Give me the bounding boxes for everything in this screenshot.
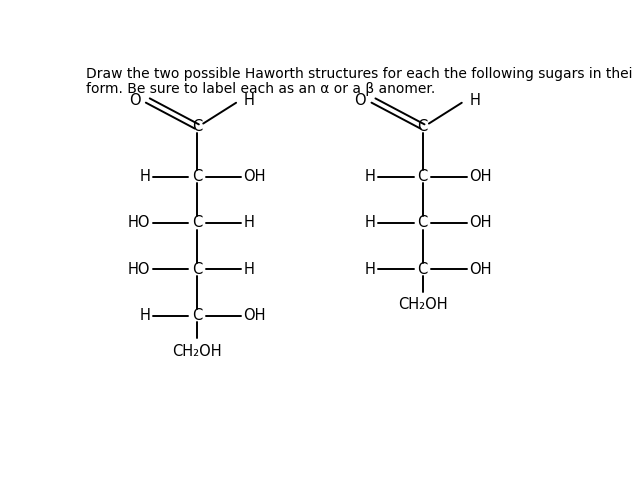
Text: C: C bbox=[417, 119, 428, 134]
Text: C: C bbox=[192, 119, 202, 134]
Text: H: H bbox=[244, 93, 254, 108]
Text: H: H bbox=[139, 308, 150, 323]
Text: C: C bbox=[192, 215, 202, 230]
Text: H: H bbox=[365, 169, 376, 184]
Text: Draw the two possible Haworth structures for each the following sugars in their : Draw the two possible Haworth structures… bbox=[85, 67, 633, 81]
Text: H: H bbox=[244, 262, 254, 277]
Text: form. Be sure to label each as an α or a β anomer.: form. Be sure to label each as an α or a… bbox=[85, 82, 435, 96]
Text: CH₂OH: CH₂OH bbox=[398, 297, 448, 312]
Text: H: H bbox=[244, 215, 254, 230]
Text: C: C bbox=[192, 169, 202, 184]
Text: OH: OH bbox=[244, 308, 266, 323]
Text: C: C bbox=[192, 262, 202, 277]
Text: OH: OH bbox=[469, 215, 492, 230]
Text: C: C bbox=[417, 262, 428, 277]
Text: O: O bbox=[354, 93, 366, 108]
Text: CH₂OH: CH₂OH bbox=[172, 344, 222, 359]
Text: C: C bbox=[192, 308, 202, 323]
Text: OH: OH bbox=[469, 169, 492, 184]
Text: H: H bbox=[139, 169, 150, 184]
Text: OH: OH bbox=[244, 169, 266, 184]
Text: H: H bbox=[469, 93, 480, 108]
Text: HO: HO bbox=[128, 262, 150, 277]
Text: OH: OH bbox=[469, 262, 492, 277]
Text: HO: HO bbox=[128, 215, 150, 230]
Text: H: H bbox=[365, 215, 376, 230]
Text: H: H bbox=[365, 262, 376, 277]
Text: C: C bbox=[417, 169, 428, 184]
Text: C: C bbox=[417, 215, 428, 230]
Text: O: O bbox=[129, 93, 141, 108]
